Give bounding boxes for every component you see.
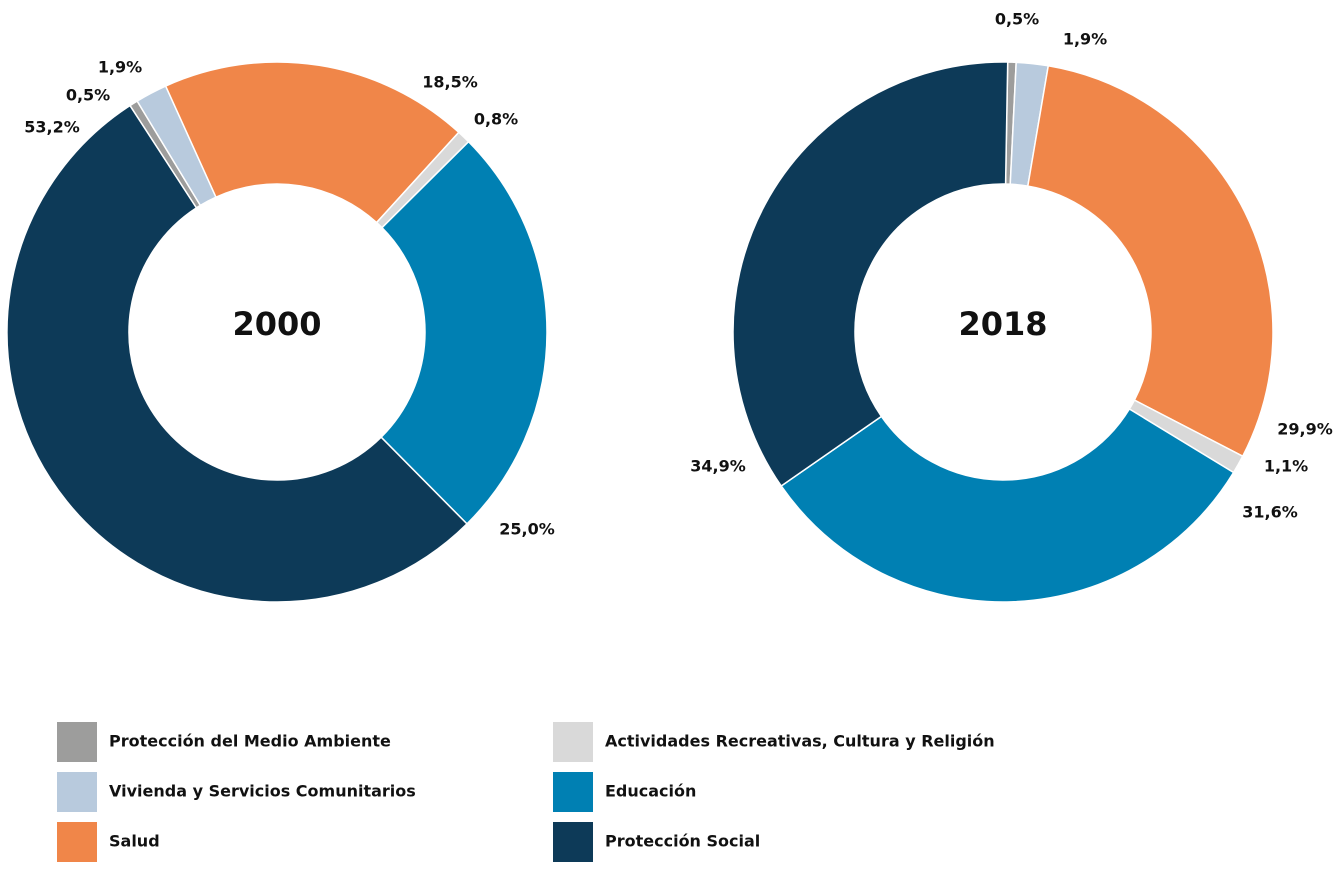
value-label: 1,1% — [1264, 457, 1308, 476]
legend-swatch — [57, 722, 97, 762]
value-label: 18,5% — [422, 73, 478, 92]
donut-slice — [780, 407, 1235, 603]
donut-slice — [6, 104, 469, 603]
legend-label: Vivienda y Servicios Comunitarios — [109, 782, 416, 801]
value-label: 1,9% — [98, 58, 142, 77]
value-label: 31,6% — [1242, 503, 1298, 522]
chart-title: 2000 — [232, 305, 321, 343]
legend-label: Salud — [109, 832, 160, 851]
donut-slice — [732, 61, 1009, 488]
value-label: 53,2% — [24, 118, 80, 137]
legend-swatch — [57, 822, 97, 862]
value-label: 0,5% — [995, 10, 1039, 29]
value-label: 25,0% — [499, 520, 555, 539]
legend-swatch — [57, 772, 97, 812]
donut-slice — [1026, 64, 1274, 458]
donut-slice — [164, 61, 460, 224]
legend-label: Actividades Recreativas, Cultura y Relig… — [605, 732, 995, 751]
chart-title: 2018 — [958, 305, 1047, 343]
value-label: 34,9% — [690, 457, 746, 476]
value-label: 29,9% — [1277, 420, 1333, 439]
value-label: 0,8% — [474, 110, 518, 129]
legend-swatch — [553, 722, 593, 762]
value-label: 0,5% — [66, 86, 110, 105]
legend-label: Protección Social — [605, 832, 760, 851]
legend-label: Protección del Medio Ambiente — [109, 732, 391, 751]
legend-label: Educación — [605, 782, 696, 801]
value-label: 1,9% — [1063, 30, 1107, 49]
legend-swatch — [553, 772, 593, 812]
legend-swatch — [553, 822, 593, 862]
donut-slice — [380, 140, 548, 525]
